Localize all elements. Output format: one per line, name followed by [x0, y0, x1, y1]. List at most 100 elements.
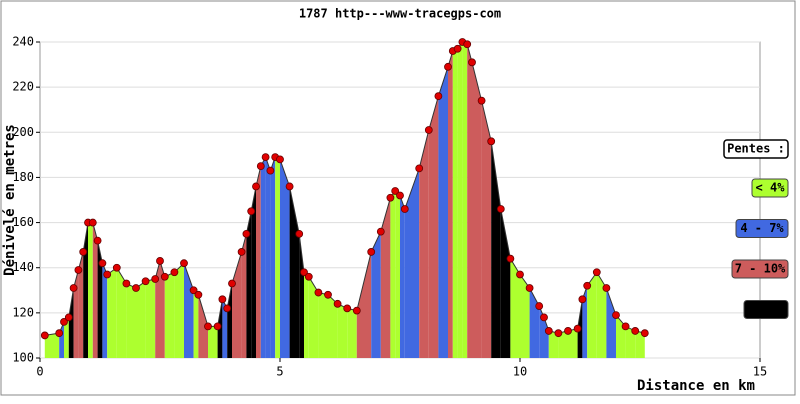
slope-segment [222, 299, 228, 358]
profile-point [386, 193, 395, 202]
slope-segment [356, 251, 372, 358]
slope-segment [328, 294, 338, 358]
profile-point [592, 268, 601, 277]
profile-point [477, 96, 486, 105]
slope-segment [107, 267, 117, 358]
slope-segment [246, 211, 252, 358]
profile-point [242, 229, 251, 238]
slope-segment [500, 209, 511, 358]
slope-segment [208, 326, 218, 358]
profile-point [621, 322, 630, 331]
profile-point [544, 327, 553, 335]
profile-point [453, 44, 462, 53]
x-tick-label: 0 [36, 365, 43, 379]
slope-segment [419, 130, 429, 358]
slope-segment [198, 294, 208, 358]
slope-segment [390, 190, 396, 358]
profile-point [516, 270, 524, 279]
chart-title: 1787 http---www-tracegps-com [299, 7, 501, 21]
slope-segment [337, 303, 348, 358]
slope-segment [280, 159, 290, 358]
slope-segment [596, 272, 607, 358]
profile-point [540, 313, 548, 322]
profile-point [535, 302, 544, 310]
profile-point [60, 317, 68, 326]
profile-point [396, 191, 404, 200]
profile-point [55, 329, 64, 338]
profile-point [218, 295, 227, 304]
slope-segment [304, 272, 309, 358]
profile-point [444, 62, 452, 71]
slope-segment [457, 42, 463, 358]
slope-segment [438, 66, 448, 358]
slope-segment [68, 288, 74, 358]
profile-point [151, 275, 160, 283]
slope-segment [275, 157, 280, 358]
slope-segment [308, 276, 319, 358]
profile-point [40, 331, 49, 340]
slope-segment [400, 195, 405, 358]
x-tick-label: 10 [513, 365, 527, 379]
slope-segment [548, 330, 559, 358]
profile-point [156, 257, 164, 265]
profile-point [122, 279, 131, 288]
slope-segment [193, 290, 199, 358]
slope-segment [582, 285, 588, 358]
slope-segment [289, 186, 300, 358]
y-tick-label: 160 [12, 215, 34, 229]
profile-point [400, 205, 409, 213]
profile-point [141, 277, 150, 286]
slope-segment [73, 269, 79, 358]
profile-point [204, 322, 212, 331]
slope-segment [467, 44, 472, 358]
profile-point [583, 281, 592, 290]
x-axis-label: Distance en km [637, 378, 755, 394]
profile-point [276, 155, 284, 164]
profile-point [415, 164, 424, 173]
slope-segment [318, 292, 328, 358]
slope-segment [380, 197, 391, 358]
profile-point [631, 327, 640, 335]
profile-point [112, 263, 121, 272]
profile-point [88, 218, 97, 227]
slope-segment [256, 166, 261, 358]
slope-segment [558, 330, 568, 358]
slope-segment [587, 272, 597, 358]
slope-segment [606, 288, 616, 358]
legend-title: Pentes : [727, 142, 785, 156]
slope-segment [347, 308, 357, 358]
profile-point [266, 166, 275, 175]
y-tick-label: 180 [12, 170, 34, 184]
profile-point [343, 304, 352, 313]
profile-point [64, 313, 73, 322]
profile-point [74, 266, 83, 274]
slope-segment [428, 96, 439, 359]
legend-label: < 4% [756, 181, 786, 195]
profile-point [424, 126, 433, 134]
legend-swatch [751, 178, 789, 198]
profile-point [103, 270, 112, 279]
slope-segment [155, 260, 160, 358]
slope-segment [116, 267, 127, 358]
profile-point [324, 290, 332, 299]
slope-segment [227, 283, 232, 358]
legend-label: > 10% [748, 302, 785, 316]
profile-point [468, 58, 476, 67]
profile-point [602, 284, 611, 292]
profile-point [213, 322, 222, 331]
slope-segment [232, 251, 242, 358]
y-tick-label: 140 [12, 260, 34, 274]
slope-segment [78, 251, 84, 358]
slope-segment [625, 326, 636, 358]
slope-segment [270, 157, 276, 358]
slope-segment [265, 157, 271, 358]
profile-point [170, 268, 179, 277]
slope-segment [251, 186, 256, 358]
profile-point [180, 259, 188, 268]
x-tick-label: 5 [276, 365, 283, 379]
profile-point [434, 92, 443, 101]
profile-point [252, 182, 260, 191]
profile-point [564, 327, 572, 335]
y-tick-label: 220 [12, 80, 34, 94]
